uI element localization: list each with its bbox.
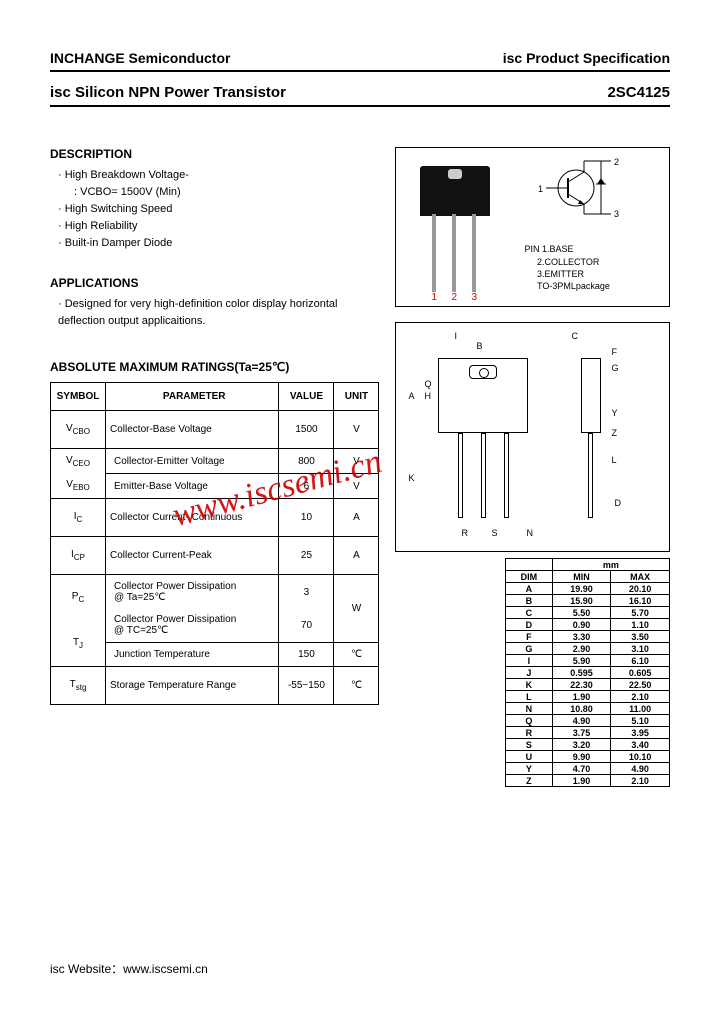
footer: isc Website：www.iscsemi.cn [50, 960, 208, 977]
dim-label: N [526, 528, 533, 538]
right-column: 1 2 3 1 [395, 147, 670, 787]
pin-num: 2 [451, 292, 457, 303]
dim-label: L [611, 455, 616, 465]
pin-num: 3 [471, 292, 477, 303]
dim-row: R3.753.95 [506, 727, 670, 739]
package-figure: 1 2 3 1 [395, 147, 670, 307]
top-header: INCHANGE Semiconductor isc Product Speci… [50, 50, 670, 66]
dim-row: B15.9016.10 [506, 595, 670, 607]
product-title: isc Silicon NPN Power Transistor [50, 84, 286, 101]
dim-row: S3.203.40 [506, 739, 670, 751]
ratings-table: SYMBOL PARAMETER VALUE UNIT VCBO Collect… [50, 382, 379, 705]
col-parameter: PARAMETER [106, 383, 279, 411]
dim-label: Z [611, 428, 617, 438]
dim-label: A [408, 391, 414, 401]
schematic-icon: 1 2 3 [526, 156, 626, 221]
table-row: VCBO Collector-Base Voltage 1500 V [51, 411, 379, 449]
outline-front [438, 358, 528, 433]
subheader-rule [50, 105, 670, 107]
dim-label: G [611, 363, 618, 373]
dim-row: N10.8011.00 [506, 703, 670, 715]
table-row: ICP Collector Current-Peak 25 A [51, 537, 379, 575]
dim-row: G2.903.10 [506, 643, 670, 655]
dim-label: C [571, 331, 578, 341]
dimension-figure: A B C F G Q H I K L N R S Y Z D [395, 322, 670, 552]
dim-row: C5.505.70 [506, 607, 670, 619]
dim-row: A19.9020.10 [506, 583, 670, 595]
desc-item: High Reliability [58, 218, 379, 235]
desc-item: High Switching Speed [58, 201, 379, 218]
dim-label: R [461, 528, 468, 538]
part-number: 2SC4125 [607, 84, 670, 101]
ratings-title: ABSOLUTE MAXIMUM RATINGS(Ta=25℃) [50, 360, 379, 374]
lead-outline [481, 433, 486, 518]
pin-num: 1 [431, 292, 437, 303]
desc-item: Built-in Damper Diode [58, 235, 379, 252]
dim-row: D0.901.10 [506, 619, 670, 631]
svg-text:2: 2 [614, 157, 619, 167]
dim-header-row: DIM MIN MAX [506, 571, 670, 583]
description-title: DESCRIPTION [50, 147, 379, 161]
transistor-body [420, 166, 490, 216]
pin-text: PIN 1.BASE 2.COLLECTOR 3.EMITTER TO-3PML… [525, 243, 610, 292]
dim-label: Y [611, 408, 617, 418]
max-col: MAX [611, 571, 670, 583]
lead-outline [504, 433, 509, 518]
lead-outline [458, 433, 463, 518]
table-row: IC Collector Current- Continuous 10 A [51, 499, 379, 537]
lead-icon [472, 214, 476, 292]
dim-row: J0.5950.605 [506, 667, 670, 679]
app-item: Designed for very high-definition color … [58, 296, 379, 330]
dim-row: F3.303.50 [506, 631, 670, 643]
dim-row: U9.9010.10 [506, 751, 670, 763]
dim-unit: mm [552, 559, 669, 571]
desc-sub-item: : VCBO= 1500V (Min) [58, 184, 379, 201]
package-pinout: 1 2 3 PIN 1.BASE 2.COLLECTOR 3.EMITTER T… [511, 156, 631, 296]
dim-label: F [611, 347, 617, 357]
col-symbol: SYMBOL [51, 383, 106, 411]
svg-text:1: 1 [538, 184, 543, 194]
sub-header: isc Silicon NPN Power Transistor 2SC4125 [50, 84, 670, 101]
lead-outline [588, 433, 593, 518]
lead-icon [452, 214, 456, 292]
table-row: Tstg Storage Temperature Range -55~150 ℃ [51, 667, 379, 705]
package-photo: 1 2 3 [402, 156, 507, 296]
header-rule [50, 70, 670, 72]
table-row: PCTJ Collector Power Dissipation @ Ta=25… [51, 575, 379, 643]
dim-label: B [476, 341, 482, 351]
dim-row: Y4.704.90 [506, 763, 670, 775]
dim-label: Q [424, 379, 431, 389]
left-column: DESCRIPTION High Breakdown Voltage- : VC… [50, 147, 379, 787]
description-list: High Breakdown Voltage- : VCBO= 1500V (M… [50, 167, 379, 252]
dim-col: DIM [506, 571, 553, 583]
outline-side [581, 358, 601, 433]
applications-list: Designed for very high-definition color … [50, 296, 379, 330]
dimension-table: mm DIM MIN MAX A19.9020.10B15.9016.10C5.… [505, 558, 670, 787]
dim-row: K22.3022.50 [506, 679, 670, 691]
main-content: DESCRIPTION High Breakdown Voltage- : VC… [50, 147, 670, 787]
dim-label: K [408, 473, 414, 483]
table-row: VCEOVEBO Collector-Emitter Voltage 800 V [51, 449, 379, 474]
dim-row: L1.902.10 [506, 691, 670, 703]
ratings-header-row: SYMBOL PARAMETER VALUE UNIT [51, 383, 379, 411]
min-col: MIN [552, 571, 611, 583]
svg-text:3: 3 [614, 209, 619, 219]
col-unit: UNIT [334, 383, 379, 411]
dim-label: D [614, 498, 621, 508]
dim-row: Z1.902.10 [506, 775, 670, 787]
lead-icon [432, 214, 436, 292]
dim-row: I5.906.10 [506, 655, 670, 667]
dim-row: Q4.905.10 [506, 715, 670, 727]
applications-title: APPLICATIONS [50, 276, 379, 290]
desc-item: High Breakdown Voltage- [58, 167, 379, 184]
doc-type: isc Product Specification [503, 50, 670, 66]
dim-label: H [424, 391, 431, 401]
col-value: VALUE [279, 383, 334, 411]
dim-label: I [454, 331, 457, 341]
company-name: INCHANGE Semiconductor [50, 50, 230, 66]
dim-label: S [491, 528, 497, 538]
